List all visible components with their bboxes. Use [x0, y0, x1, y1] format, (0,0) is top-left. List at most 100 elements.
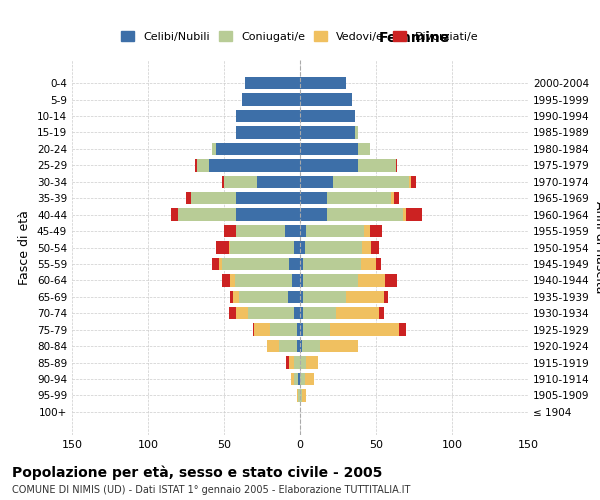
Bar — [294, 242, 300, 254]
Bar — [403, 208, 406, 221]
Bar — [376, 258, 380, 270]
Bar — [197, 159, 209, 172]
Legend: Celibi/Nubili, Coniugati/e, Vedovi/e, Divorziati/e: Celibi/Nubili, Coniugati/e, Vedovi/e, Di… — [118, 28, 482, 46]
Bar — [379, 307, 383, 320]
Bar — [362, 242, 371, 254]
Bar — [355, 126, 358, 138]
Bar — [328, 192, 391, 204]
Bar — [371, 242, 379, 254]
Bar — [346, 290, 383, 303]
Bar — [223, 176, 224, 188]
Bar — [300, 208, 328, 221]
Bar — [248, 307, 294, 320]
Bar — [300, 373, 305, 385]
Bar — [171, 208, 178, 221]
Bar — [300, 143, 358, 155]
Bar — [361, 258, 376, 270]
Bar — [253, 324, 254, 336]
Bar — [297, 389, 298, 402]
Bar — [409, 176, 411, 188]
Bar — [286, 356, 289, 368]
Bar — [300, 242, 305, 254]
Bar — [385, 274, 397, 286]
Bar — [229, 242, 230, 254]
Bar — [383, 290, 388, 303]
Bar — [217, 143, 300, 155]
Bar — [291, 373, 294, 385]
Bar — [337, 307, 379, 320]
Bar — [300, 159, 358, 172]
Text: Popolazione per età, sesso e stato civile - 2005: Popolazione per età, sesso e stato civil… — [12, 465, 382, 479]
Bar — [303, 274, 358, 286]
Bar — [305, 373, 314, 385]
Y-axis label: Anni di nascita: Anni di nascita — [593, 201, 600, 294]
Bar — [411, 176, 416, 188]
Bar — [306, 225, 364, 237]
Bar — [224, 225, 236, 237]
Bar — [303, 324, 331, 336]
Bar — [300, 126, 355, 138]
Bar — [300, 307, 303, 320]
Bar — [230, 290, 233, 303]
Bar — [269, 324, 297, 336]
Bar — [300, 356, 306, 368]
Bar — [300, 176, 334, 188]
Bar — [302, 389, 306, 402]
Bar — [242, 94, 300, 106]
Bar — [391, 192, 394, 204]
Bar — [212, 143, 217, 155]
Bar — [297, 340, 300, 352]
Bar — [334, 176, 409, 188]
Bar — [394, 192, 399, 204]
Bar — [358, 143, 370, 155]
Bar — [178, 208, 236, 221]
Bar — [303, 307, 337, 320]
Bar — [300, 77, 346, 90]
Bar — [300, 340, 302, 352]
Bar — [224, 176, 257, 188]
Bar — [298, 373, 300, 385]
Bar — [297, 324, 300, 336]
Bar — [285, 225, 300, 237]
Bar — [230, 242, 294, 254]
Bar — [266, 340, 279, 352]
Bar — [239, 290, 288, 303]
Bar — [406, 208, 422, 221]
Bar — [328, 208, 403, 221]
Bar — [288, 290, 300, 303]
Bar — [294, 373, 298, 385]
Bar — [186, 192, 191, 204]
Bar — [236, 192, 300, 204]
Bar — [220, 258, 223, 270]
Bar — [217, 242, 229, 254]
Bar — [294, 307, 300, 320]
Text: Femmine: Femmine — [379, 31, 449, 45]
Bar — [292, 274, 300, 286]
Text: COMUNE DI NIMIS (UD) - Dati ISTAT 1° gennaio 2005 - Elaborazione TUTTITALIA.IT: COMUNE DI NIMIS (UD) - Dati ISTAT 1° gen… — [12, 485, 410, 495]
Bar — [300, 192, 328, 204]
Bar — [300, 389, 302, 402]
Y-axis label: Fasce di età: Fasce di età — [19, 210, 31, 285]
Bar — [305, 242, 362, 254]
Bar — [236, 307, 248, 320]
Bar — [257, 176, 300, 188]
Bar — [300, 94, 352, 106]
Bar — [289, 356, 294, 368]
Bar — [306, 356, 318, 368]
Bar — [302, 340, 320, 352]
Bar — [254, 324, 269, 336]
Bar — [223, 258, 289, 270]
Bar — [191, 192, 236, 204]
Bar — [195, 159, 197, 172]
Bar — [236, 126, 300, 138]
Bar — [358, 159, 396, 172]
Bar — [331, 324, 399, 336]
Bar — [370, 225, 382, 237]
Bar — [294, 356, 300, 368]
Bar — [320, 340, 358, 352]
Bar — [209, 159, 300, 172]
Bar — [300, 274, 303, 286]
Bar — [235, 274, 292, 286]
Bar — [289, 258, 300, 270]
Bar — [223, 274, 230, 286]
